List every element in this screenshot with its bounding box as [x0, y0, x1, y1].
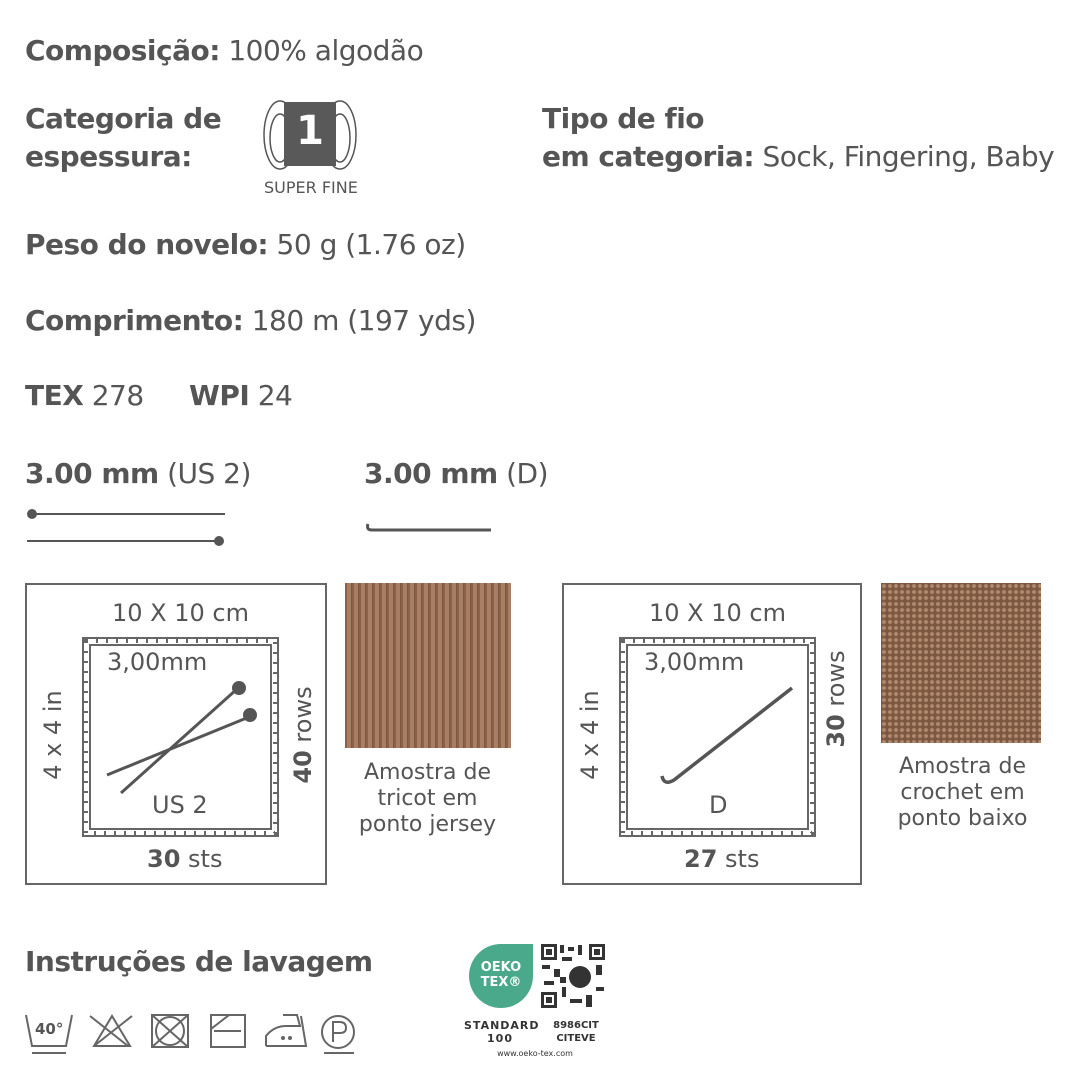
care-title: Instruções de lavagem — [25, 945, 373, 978]
oeko-tex-logo — [469, 944, 533, 1008]
length: Comprimento: 180 m (197 yds) — [25, 304, 476, 337]
crochet-swatch-caption: Amostra de crochet em ponto baixo — [897, 754, 1028, 831]
crochet-hook-icon — [366, 523, 491, 532]
crossed-needles-icon — [106, 681, 257, 795]
yarn-ball-icon — [263, 100, 357, 170]
tex: TEX 278 — [25, 379, 144, 412]
gauge-grid-frame — [619, 637, 816, 837]
crochet-swatch-image — [881, 583, 1041, 743]
dry-clean-p-gentle-icon — [321, 1015, 355, 1054]
yarn-weight-badge: 1 SUPER FINE — [260, 98, 360, 198]
needle-size: 3.00 mm (US 2) — [25, 457, 251, 490]
gauge-grid-frame — [82, 637, 279, 837]
do-not-tumble-dry-icon — [151, 1014, 189, 1048]
ball-weight: Peso do novelo: 50 g (1.76 oz) — [25, 228, 466, 261]
iron-medium-icon — [265, 1014, 308, 1047]
knitting-needles-icon — [27, 509, 225, 546]
hook-size: 3.00 mm (D) — [364, 457, 549, 490]
knit-swatch-image — [345, 583, 511, 748]
weight-category-label: Categoria de espessura: — [25, 102, 222, 173]
crochet-gauge-box: 10 X 10 cm 3,00mm D 4 x 4 in 30 rows 27 … — [562, 583, 862, 885]
wash-40-gentle-icon — [25, 1014, 73, 1054]
oeko-tex-label: OEKO TEX® STANDARD 100 8986CIT CITEVE www.o… — [460, 940, 610, 1070]
svg-text:40°: 40° — [35, 1020, 63, 1038]
do-not-bleach-icon — [89, 1014, 133, 1047]
crochet-hook-diagonal-icon — [660, 686, 794, 784]
yarn-type: Tipo de fio em categoria: Sock, Fingering… — [542, 102, 1055, 173]
composition: Composição: 100% algodão — [25, 34, 424, 67]
dry-flat-shade-icon — [210, 1014, 246, 1048]
wpi: WPI 24 — [189, 379, 293, 412]
knit-gauge-box: 10 X 10 cm 3,00mm US 2 4 x 4 in 40 rows … — [25, 583, 327, 885]
qr-code — [540, 943, 606, 1009]
care-symbols: 40° — [25, 1014, 355, 1054]
knit-swatch-caption: Amostra de tricot em ponto jersey — [358, 760, 497, 837]
